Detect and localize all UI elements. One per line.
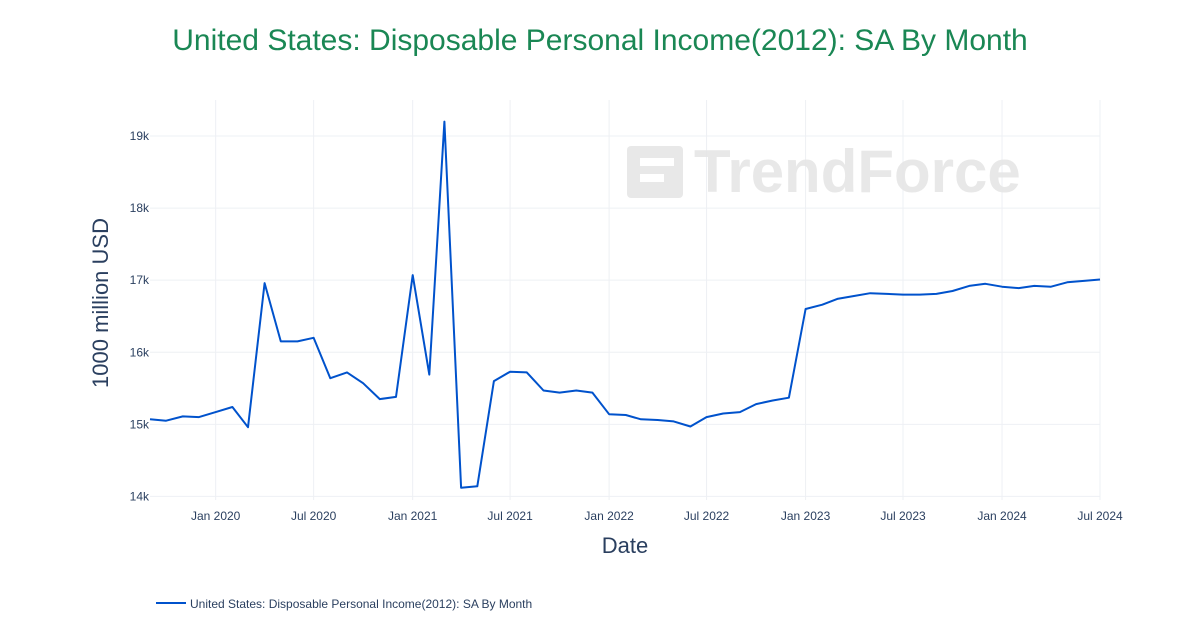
data-point[interactable] — [655, 417, 661, 423]
data-point[interactable] — [474, 483, 480, 489]
data-point[interactable] — [753, 401, 759, 407]
watermark: TrendForce — [694, 138, 1021, 205]
y-tick-label: 18k — [130, 201, 150, 215]
data-point[interactable] — [671, 418, 677, 424]
data-point[interactable] — [245, 424, 251, 430]
data-point[interactable] — [377, 396, 383, 402]
data-point[interactable] — [295, 338, 301, 344]
data-point[interactable] — [524, 369, 530, 375]
data-point[interactable] — [458, 485, 464, 491]
series-layer — [147, 119, 1103, 491]
x-tick-label: Jul 2024 — [1077, 509, 1123, 523]
data-point[interactable] — [704, 414, 710, 420]
data-point[interactable] — [541, 388, 547, 394]
data-point[interactable] — [917, 292, 923, 298]
legend-label: United States: Disposable Personal Incom… — [190, 597, 532, 611]
data-point[interactable] — [803, 306, 809, 312]
data-point[interactable] — [180, 413, 186, 419]
y-axis-ticks: 14k 15k 16k 17k 18k 19k — [130, 129, 150, 503]
data-point[interactable] — [163, 418, 169, 424]
data-point[interactable] — [982, 281, 988, 287]
data-point[interactable] — [491, 378, 497, 384]
watermark-logo — [627, 146, 683, 198]
chart-title: United States: Disposable Personal Incom… — [172, 24, 1027, 57]
data-point[interactable] — [1016, 285, 1022, 291]
data-point[interactable] — [262, 280, 268, 286]
y-tick-label: 19k — [130, 129, 150, 143]
data-point[interactable] — [393, 394, 399, 400]
x-tick-label: Jul 2023 — [880, 509, 926, 523]
data-point[interactable] — [196, 414, 202, 420]
data-point[interactable] — [933, 291, 939, 297]
x-tick-label: Jan 2024 — [977, 509, 1027, 523]
legend[interactable]: United States: Disposable Personal Incom… — [156, 597, 532, 611]
series-line[interactable] — [149, 120, 1101, 489]
data-point[interactable] — [900, 292, 906, 298]
data-point[interactable] — [344, 369, 350, 375]
data-point[interactable] — [851, 293, 857, 299]
x-tick-label: Jan 2020 — [191, 509, 241, 523]
data-point[interactable] — [770, 398, 776, 404]
x-tick-label: Jan 2023 — [781, 509, 831, 523]
data-point[interactable] — [278, 338, 284, 344]
x-tick-label: Jan 2022 — [584, 509, 634, 523]
x-axis-ticks: Jan 2020 Jul 2020 Jan 2021 Jul 2021 Jan 2022… — [191, 509, 1123, 523]
data-point[interactable] — [426, 372, 432, 378]
data-point[interactable] — [737, 409, 743, 415]
data-point[interactable] — [1081, 278, 1087, 284]
x-tick-label: Jul 2020 — [291, 509, 337, 523]
data-point[interactable] — [786, 395, 792, 401]
data-point[interactable] — [573, 388, 579, 394]
y-axis-title: 1000 million USD — [88, 218, 113, 388]
data-point[interactable] — [867, 290, 873, 296]
data-point[interactable] — [410, 272, 416, 278]
grid-layer — [150, 100, 1101, 500]
data-point[interactable] — [229, 404, 235, 410]
data-point[interactable] — [1064, 279, 1070, 285]
data-point[interactable] — [1048, 284, 1054, 290]
x-tick-label: Jul 2022 — [684, 509, 730, 523]
data-point[interactable] — [687, 424, 693, 430]
data-point[interactable] — [1031, 283, 1037, 289]
data-point[interactable] — [147, 416, 153, 422]
data-point[interactable] — [819, 302, 825, 308]
data-point[interactable] — [213, 409, 219, 415]
x-tick-label: Jul 2021 — [487, 509, 533, 523]
data-point[interactable] — [966, 283, 972, 289]
data-point[interactable] — [507, 369, 513, 375]
data-point[interactable] — [441, 119, 447, 125]
data-point[interactable] — [1097, 277, 1103, 283]
data-point[interactable] — [623, 412, 629, 418]
x-tick-label: Jan 2021 — [388, 509, 438, 523]
x-axis-title: Date — [602, 533, 648, 558]
data-point[interactable] — [834, 296, 840, 302]
data-point[interactable] — [360, 380, 366, 386]
data-point[interactable] — [589, 390, 595, 396]
data-point[interactable] — [606, 411, 612, 417]
y-tick-label: 16k — [130, 345, 150, 359]
data-point[interactable] — [950, 288, 956, 294]
data-point[interactable] — [557, 390, 563, 396]
y-tick-label: 14k — [130, 489, 150, 503]
data-point[interactable] — [999, 284, 1005, 290]
data-point[interactable] — [720, 411, 726, 417]
data-point[interactable] — [884, 291, 890, 297]
y-tick-label: 15k — [130, 417, 150, 431]
data-point[interactable] — [327, 375, 333, 381]
y-tick-label: 17k — [130, 273, 150, 287]
data-point[interactable] — [638, 416, 644, 422]
data-point[interactable] — [311, 335, 317, 341]
